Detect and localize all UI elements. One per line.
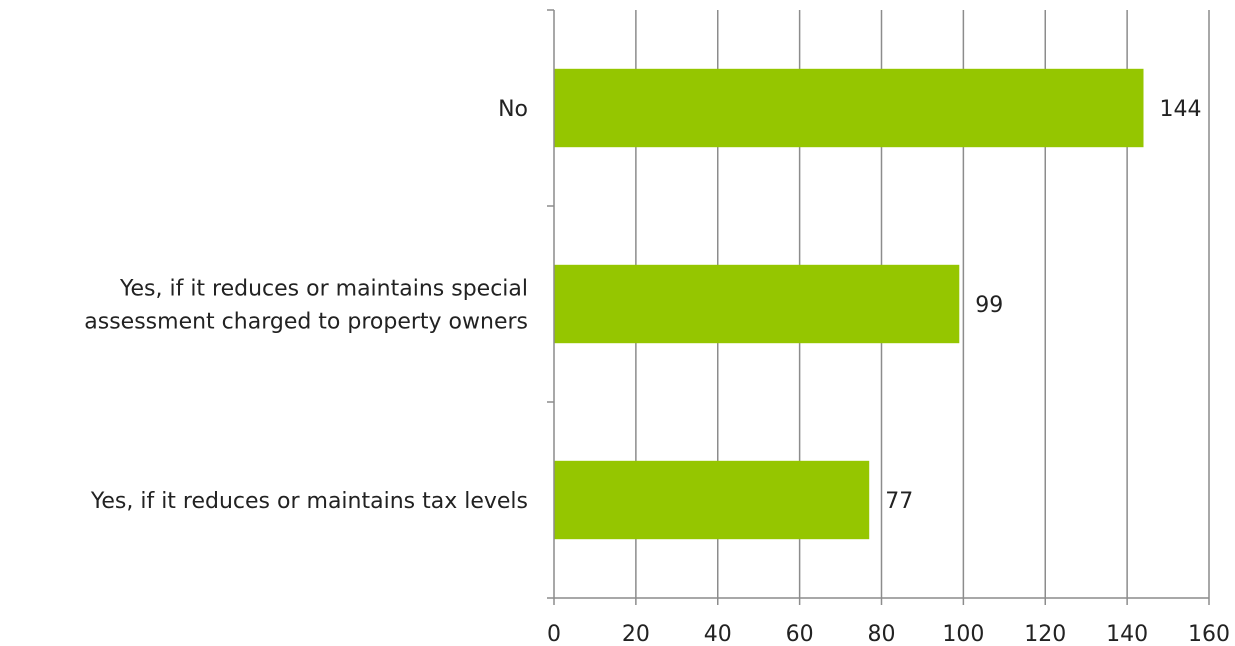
x-tick-label: 20: [622, 622, 650, 646]
category-labels: No Yes, if it reduces or maintains specia…: [84, 97, 528, 514]
category-label: Yes, if it reduces or maintains special a…: [84, 277, 528, 335]
x-tick-label: 80: [868, 622, 896, 646]
data-labels: 144 99 77: [885, 97, 1201, 514]
x-tick-label: 40: [704, 622, 732, 646]
x-tick-label: 0: [547, 622, 561, 646]
x-tick-label: 120: [1024, 622, 1066, 646]
x-axis-ticks: 0 20 40 60 80 100 120 140 160: [547, 622, 1230, 646]
category-label: No: [498, 97, 528, 122]
x-tick-label: 160: [1188, 622, 1230, 646]
data-label: 77: [885, 489, 913, 514]
bar: [554, 264, 960, 344]
data-label: 144: [1160, 97, 1202, 122]
x-tick-label: 60: [786, 622, 814, 646]
bars: [554, 68, 1144, 540]
x-tick-label: 140: [1106, 622, 1148, 646]
data-label: 99: [975, 293, 1003, 318]
category-label: Yes, if it reduces or maintains tax leve…: [90, 489, 528, 514]
bar: [554, 68, 1144, 148]
x-tick-label: 100: [942, 622, 984, 646]
axes: [547, 9, 1210, 605]
bar: [554, 460, 870, 540]
